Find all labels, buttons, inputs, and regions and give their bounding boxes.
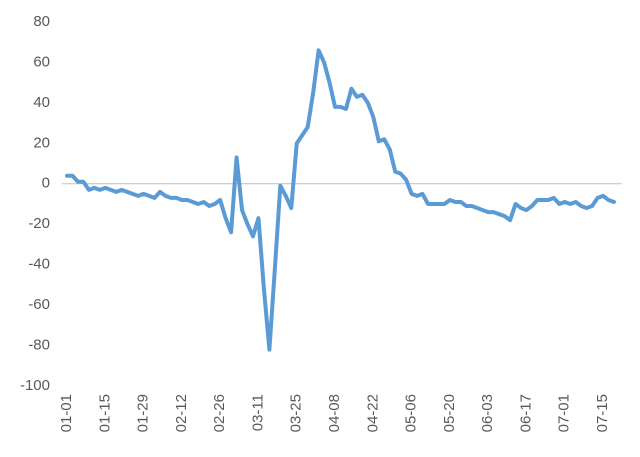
y-tick-label: -40 (28, 256, 50, 273)
y-tick-label: -80 (28, 337, 50, 354)
y-tick-label: -20 (28, 215, 50, 232)
y-tick-label: -100 (20, 377, 50, 394)
y-tick-label: 40 (33, 94, 50, 111)
x-tick-label: 01-15 (96, 394, 113, 432)
x-tick-label: 03-25 (288, 394, 305, 432)
x-tick-label: 04-08 (326, 394, 343, 432)
x-tick-label: 06-03 (479, 394, 496, 432)
y-tick-label: 80 (33, 13, 50, 30)
x-tick-label: 01-01 (58, 394, 75, 432)
x-tick-label: 07-15 (594, 394, 611, 432)
y-tick-label: 20 (33, 134, 50, 151)
x-tick-label: 03-11 (249, 394, 266, 431)
y-tick-label: 0 (42, 175, 50, 192)
x-tick-label: 07-01 (556, 394, 573, 432)
x-tick-label: 06-17 (517, 394, 534, 432)
x-tick-label: 04-22 (364, 394, 381, 432)
y-tick-label: 60 (33, 53, 50, 70)
x-tick-label: 02-26 (211, 394, 228, 432)
x-tick-label: 05-06 (403, 394, 420, 432)
x-tick-label: 01-29 (135, 394, 152, 432)
data-line (65, 48, 616, 352)
x-tick-label: 05-20 (441, 394, 458, 432)
y-tick-label: -60 (28, 296, 50, 313)
x-tick-label: 02-12 (173, 394, 190, 432)
